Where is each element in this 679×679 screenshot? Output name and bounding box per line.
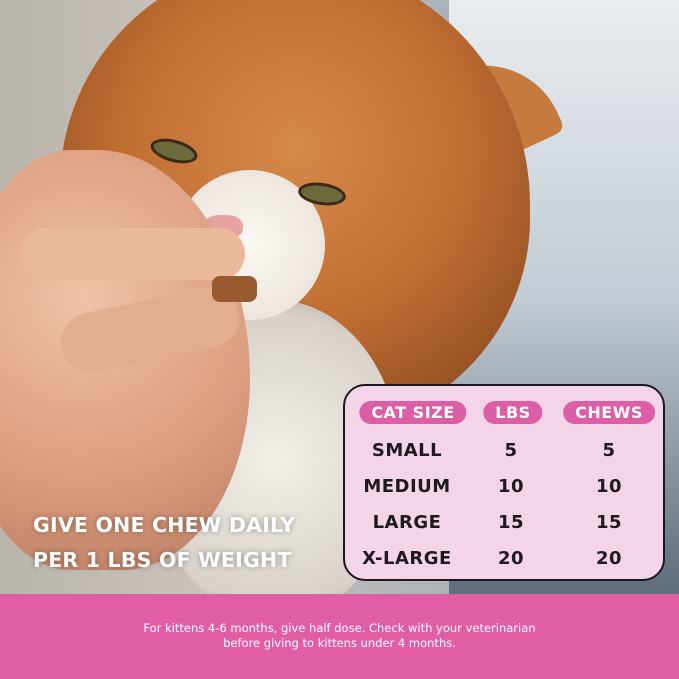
cell-size: SMALL: [371, 440, 443, 461]
header-cat-size: CAT SIZE: [359, 401, 467, 424]
header-chews: CHEWS: [563, 401, 655, 424]
cell-size: X-LARGE: [362, 548, 452, 569]
headline-line1: GIVE ONE CHEW DAILY: [33, 513, 296, 537]
headline-line2: PER 1 LBS OF WEIGHT: [33, 548, 292, 572]
cell-size: MEDIUM: [363, 476, 451, 497]
cell-lbs: 20: [497, 548, 525, 569]
cell-chews: 20: [595, 548, 623, 569]
cell-chews: 15: [595, 512, 623, 533]
cell-chews: 5: [602, 440, 616, 461]
chew-treat: [212, 276, 257, 302]
note-line2: before giving to kittens under 4 months.: [223, 636, 456, 650]
dosage-table: CAT SIZE LBS CHEWS SMALL 5 5 MEDIUM 10 1…: [343, 384, 665, 581]
cell-chews: 10: [595, 476, 623, 497]
finger: [20, 228, 245, 280]
note-line1: For kittens 4-6 months, give half dose. …: [143, 621, 536, 635]
kitten-note-banner: For kittens 4-6 months, give half dose. …: [0, 594, 679, 679]
cell-size: LARGE: [372, 512, 442, 533]
cell-lbs: 15: [497, 512, 525, 533]
dosage-headline: GIVE ONE CHEW DAILY PER 1 LBS OF WEIGHT: [33, 508, 295, 578]
header-lbs: LBS: [483, 401, 543, 424]
cell-lbs: 5: [504, 440, 518, 461]
cell-lbs: 10: [497, 476, 525, 497]
cat-photo: [0, 0, 679, 594]
